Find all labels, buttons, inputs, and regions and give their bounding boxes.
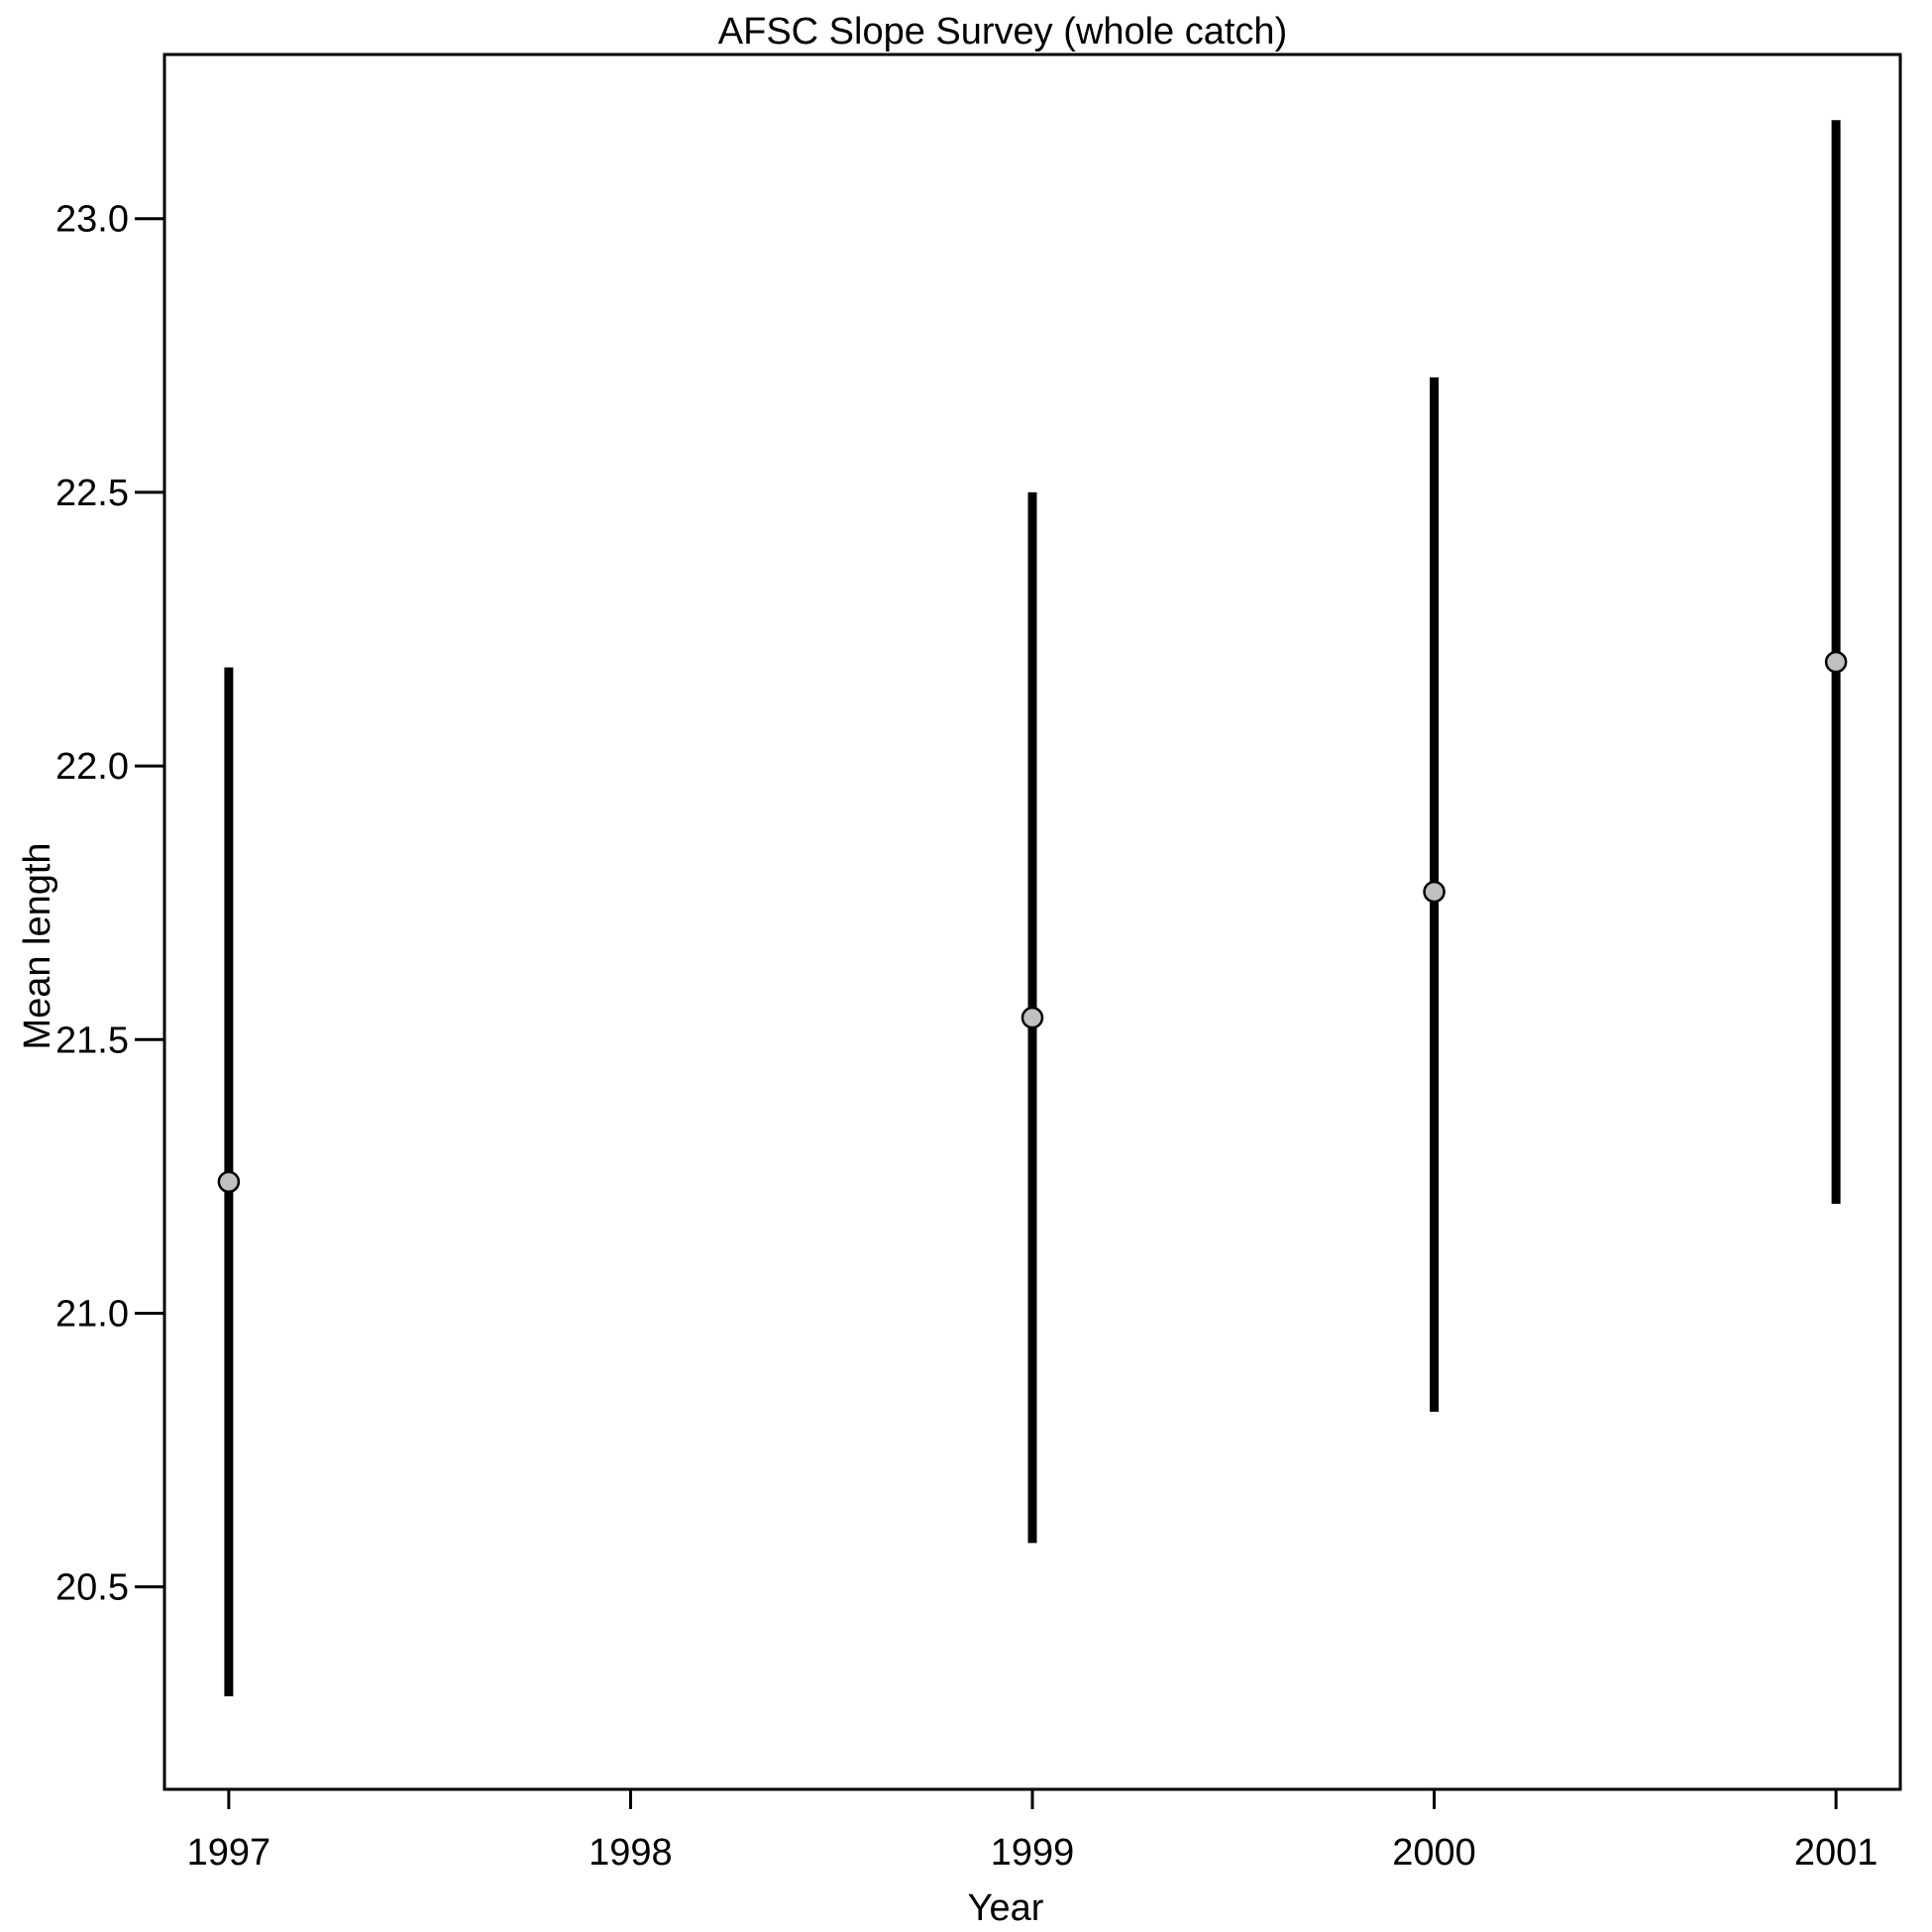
y-tick-label-21.5: 21.5 [55,1020,129,1061]
x-tick-label-2001: 2001 [1794,1832,1878,1874]
data-point-1999 [1020,1006,1044,1029]
data-point-2001 [1824,650,1848,674]
data-point-1997 [217,1170,241,1194]
x-tick-label-1998: 1998 [589,1832,673,1874]
data-points [217,650,1848,1194]
data-point-2000 [1423,880,1446,904]
y-axis-label: Mean length [17,842,58,1049]
y-tick-label-21.0: 21.0 [55,1293,129,1335]
y-tick-label-22.5: 22.5 [55,473,129,514]
y-axis: 20.5 21.0 21.5 22.0 22.5 23.0 [55,199,164,1609]
y-tick-label-20.5: 20.5 [55,1567,129,1609]
y-tick-label-23.0: 23.0 [55,199,129,241]
x-tick-label-1999: 1999 [991,1832,1075,1874]
x-tick-label-2000: 2000 [1392,1832,1476,1874]
x-tick-label-1997: 1997 [187,1832,271,1874]
y-tick-label-22.0: 22.0 [55,746,129,788]
chart-title: AFSC Slope Survey (whole catch) [718,11,1287,53]
x-axis: 1997 1998 1999 2000 2001 [187,1789,1878,1874]
x-axis-label: Year [968,1887,1044,1929]
